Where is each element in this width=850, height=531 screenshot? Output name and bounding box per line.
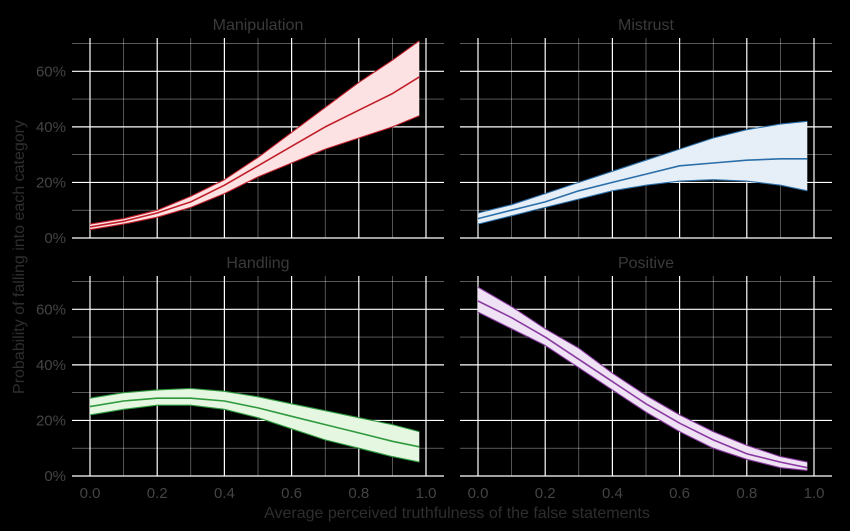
y-axis-title: Probability of falling into each categor… <box>11 120 28 394</box>
x-tick-label: 0.6 <box>281 485 302 502</box>
y-tick-label: 40% <box>36 119 66 136</box>
x-tick-label: 0.4 <box>602 485 623 502</box>
x-tick-label: 0.2 <box>535 485 556 502</box>
x-tick-label: 0.0 <box>468 485 489 502</box>
y-tick-label: 60% <box>36 63 66 80</box>
x-tick-label: 0.2 <box>147 485 168 502</box>
x-tick-label: 0.0 <box>80 485 101 502</box>
y-tick-label: 20% <box>36 412 66 429</box>
panel-mistrust: Mistrust <box>460 17 832 238</box>
x-tick-label: 0.8 <box>736 485 757 502</box>
panel-manipulation: Manipulation 0% 20% 40% 60% <box>36 17 444 247</box>
panel-title: Handling <box>226 255 289 272</box>
y-tick-label: 60% <box>36 301 66 318</box>
panel-title: Mistrust <box>618 17 675 34</box>
x-axis-title: Average perceived truthfulness of the fa… <box>264 505 650 522</box>
x-tick-label: 0.6 <box>669 485 690 502</box>
y-tick-label: 20% <box>36 174 66 191</box>
x-tick-label: 0.8 <box>348 485 369 502</box>
panel-handling: Handling 0% 20% 40% 60% 0.0 0.2 0.4 0.6 0.8 1.0 <box>36 255 444 502</box>
y-tick-label: 40% <box>36 357 66 374</box>
panel-title: Manipulation <box>213 17 304 34</box>
panel-title: Positive <box>618 255 674 272</box>
y-tick-label: 0% <box>44 468 66 485</box>
x-tick-label: 1.0 <box>804 485 825 502</box>
panel-positive: Positive 0.0 0.2 0.4 0.6 0.8 1.0 <box>460 255 832 502</box>
x-tick-label: 1.0 <box>416 485 437 502</box>
x-tick-label: 0.4 <box>214 485 235 502</box>
y-tick-label: 0% <box>44 230 66 247</box>
